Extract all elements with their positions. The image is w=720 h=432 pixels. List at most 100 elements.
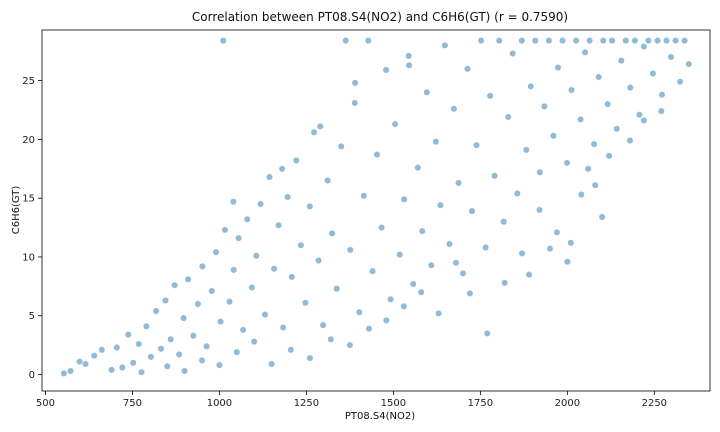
scatter-point: [676, 78, 684, 86]
scatter-point: [645, 37, 652, 44]
scatter-point: [491, 172, 498, 180]
scatter-point: [563, 159, 571, 167]
scatter-point: [266, 173, 273, 181]
scatter-point: [152, 307, 160, 315]
scatter-point: [432, 138, 440, 146]
scatter-point: [378, 224, 385, 232]
scatter-point: [163, 362, 171, 370]
scatter-point: [355, 308, 363, 316]
scatter-point: [364, 37, 372, 44]
scatter-point: [513, 189, 521, 197]
scatter-point: [567, 239, 575, 247]
scatter-point: [268, 360, 275, 368]
y-tick-label: 20: [22, 135, 35, 146]
scatter-point: [500, 218, 508, 226]
scatter-point: [568, 86, 575, 94]
scatter-point: [292, 157, 300, 164]
scatter-point: [287, 346, 295, 354]
scatter-point: [667, 53, 675, 61]
scatter-point: [270, 265, 278, 273]
scatter-point: [459, 269, 467, 277]
scatter-point: [306, 354, 314, 362]
scatter-point: [157, 345, 165, 353]
scatter-point: [418, 227, 426, 235]
scatter-point: [189, 332, 197, 340]
scatter-point: [525, 271, 533, 278]
scatter-point: [239, 326, 247, 334]
scatter-point: [518, 37, 526, 44]
scatter-point: [67, 367, 74, 375]
scatter-point: [640, 43, 648, 50]
x-tick-label: 750: [123, 398, 142, 409]
scatter-point: [324, 177, 331, 184]
scatter-point: [546, 245, 554, 253]
scatter-point: [564, 258, 571, 266]
scatter-point: [495, 37, 503, 44]
x-axis-label: PT08.S4(NO2): [345, 411, 415, 422]
scatter-point: [124, 331, 132, 338]
scatter-point: [400, 302, 408, 310]
scatter-point: [221, 226, 229, 234]
scatter-point: [482, 244, 489, 251]
scatter-point: [586, 37, 593, 44]
scatter-point: [572, 37, 580, 44]
scatter-point: [509, 50, 517, 57]
scatter-point: [649, 70, 657, 77]
scatter-point: [391, 120, 399, 128]
x-tick-label: 1500: [381, 398, 406, 409]
scatter-point: [129, 359, 137, 367]
x-tick-label: 1250: [294, 398, 319, 409]
scatter-point: [235, 234, 243, 242]
scatter-point: [685, 60, 693, 68]
scatter-point: [373, 151, 381, 159]
scatter-point: [445, 240, 453, 248]
scatter-point: [640, 117, 648, 124]
chart-title: Correlation between PT08.S4(NO2) and C6H…: [192, 10, 568, 24]
scatter-point: [591, 181, 599, 189]
scatter-point: [369, 267, 376, 275]
scatter-point: [82, 360, 89, 368]
scatter-point: [275, 221, 282, 229]
scatter-point: [483, 329, 491, 337]
scatter-point: [284, 193, 291, 201]
scatter-point: [466, 289, 474, 297]
scatter-point: [387, 295, 394, 303]
scatter-point: [559, 37, 566, 44]
scatter-point: [400, 195, 408, 203]
scatter-point: [657, 107, 665, 115]
scatter-point: [405, 52, 413, 60]
scatter-point: [113, 344, 121, 351]
scatter-point: [315, 257, 322, 264]
scatter-point: [527, 83, 535, 90]
scatter-point: [142, 322, 150, 330]
scatter-point: [226, 298, 233, 305]
scatter-point: [584, 165, 592, 173]
scatter-point: [180, 314, 188, 322]
x-axis-ticks: 500 750 1000 1250 1500 1750 2000 2250: [36, 391, 667, 409]
scatter-point: [545, 37, 553, 44]
scatter-point: [351, 99, 359, 107]
scatter-point: [252, 252, 260, 260]
scatter-point: [405, 61, 413, 69]
scatter-point: [250, 338, 258, 345]
scatter-point: [135, 340, 143, 348]
scatter-point: [636, 111, 643, 119]
scatter-point: [212, 248, 220, 256]
scatter-point: [198, 356, 206, 364]
scatter-point: [162, 297, 169, 304]
scatter-point: [346, 246, 354, 254]
scatter-point: [501, 279, 509, 287]
scatter-point: [261, 311, 269, 318]
scatter-point: [553, 228, 561, 236]
scatter-point: [360, 192, 368, 200]
scatter-point: [672, 37, 679, 44]
scatter-point: [279, 324, 287, 331]
scatter-point: [108, 366, 116, 374]
scatter-point: [658, 91, 666, 99]
scatter-point: [414, 164, 422, 172]
x-tick-label: 1750: [468, 398, 493, 409]
scatter-point: [504, 113, 512, 121]
scatter-point: [194, 300, 202, 308]
scatter-point: [208, 287, 216, 295]
scatter-point: [382, 66, 390, 74]
